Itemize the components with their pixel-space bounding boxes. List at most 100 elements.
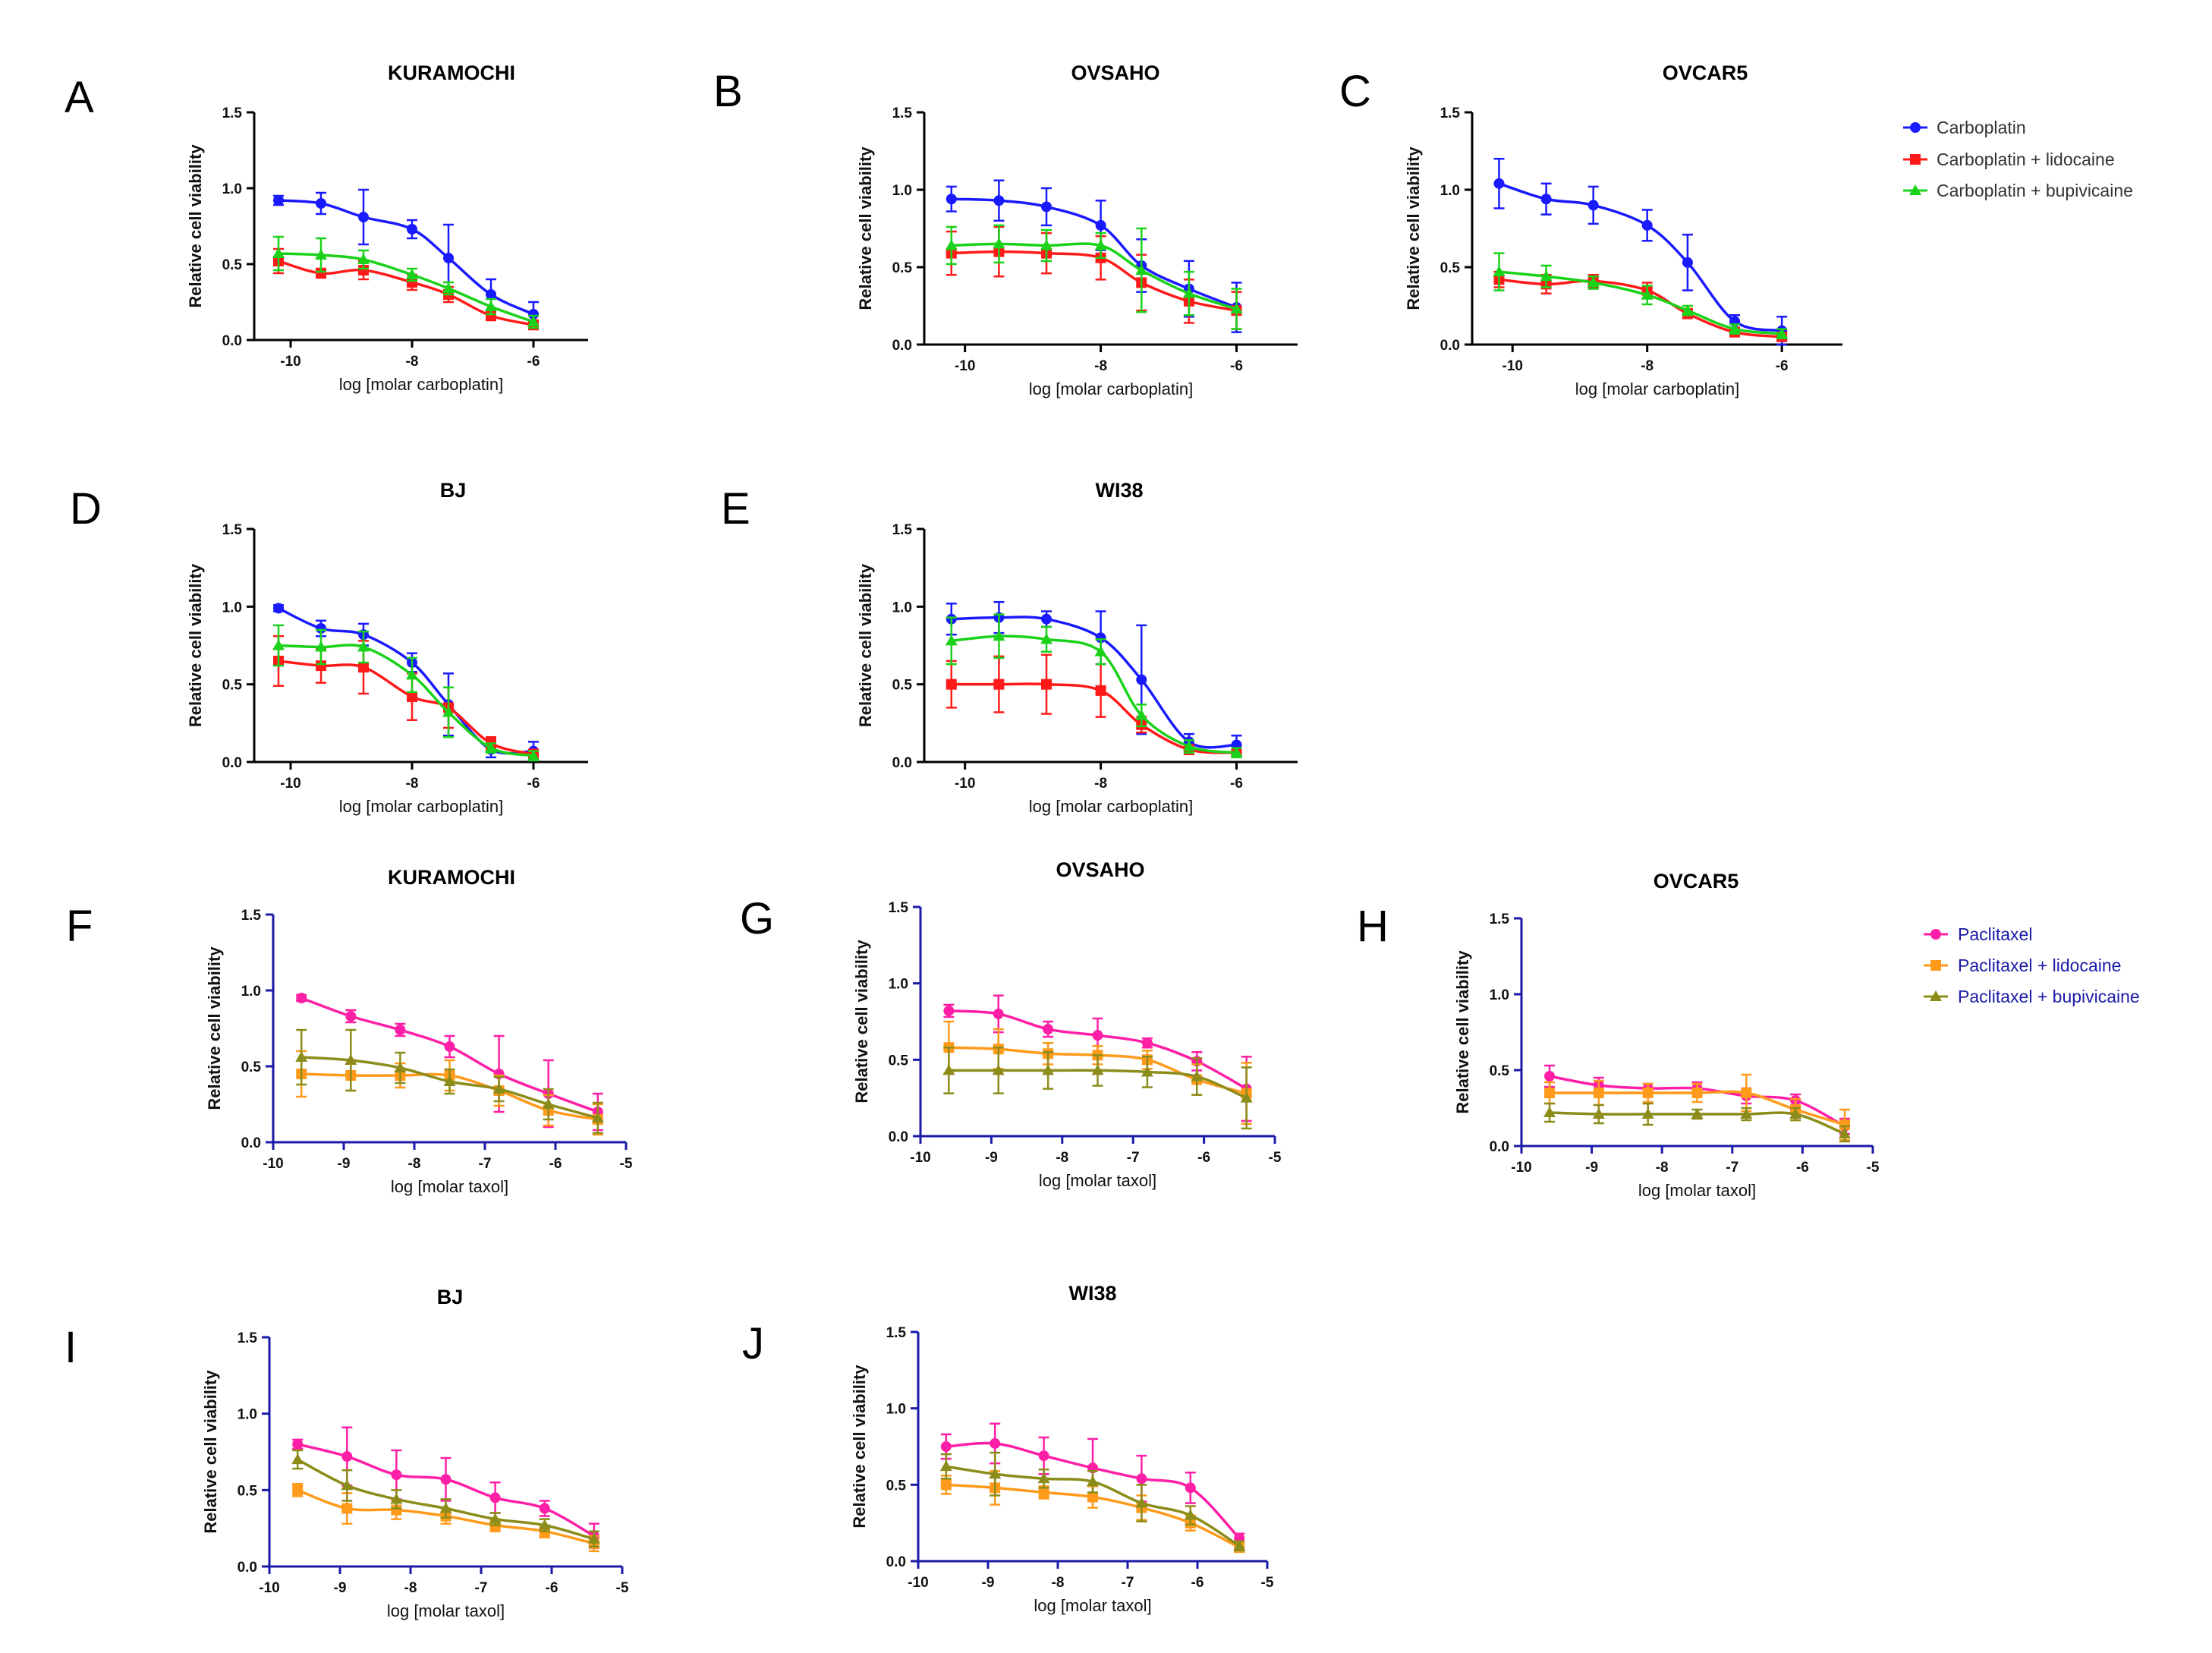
chart-panel-c: C OVCAR5 0.0 0.5 1.0 1.5 -10 -8 -6 log [molar car…: [1339, 61, 1842, 398]
chart-title: OVCAR5: [1653, 870, 1739, 893]
chart-panel-g: G OVSAHO 0.0 0.5 1.0 1.5 -10 -9 -8 -7 -6 -5 log [mol…: [740, 858, 1282, 1190]
chart-panel-a: A KURAMOCHI 0.0 0.5 1.0 1.5 -10 -8 -6 log [molar …: [65, 61, 588, 394]
data-point: [1041, 679, 1053, 690]
x-tick-label: -5: [616, 1580, 629, 1596]
chart-panel-j: J WI38 0.0 0.5 1.0 1.5 -10 -9 -8 -7 -6 -5 log [molar…: [742, 1282, 1274, 1615]
data-point: [341, 1451, 353, 1463]
data-point: [341, 1479, 354, 1491]
y-tick-label: 0.5: [886, 1478, 907, 1494]
x-axis-label: log [molar carboplatin]: [1029, 379, 1193, 398]
series-line: [951, 634, 1237, 754]
data-point: [1041, 613, 1053, 625]
chart-panel-f: F KURAMOCHI 0.0 0.5 1.0 1.5 -10 -9 -8 -7 -6 -5 log […: [66, 866, 633, 1196]
data-point: [946, 679, 957, 690]
data-point: [272, 247, 285, 258]
x-axis-label: log [molar carboplatin]: [339, 375, 503, 394]
data-point: [945, 239, 958, 250]
y-tick-label: 1.0: [241, 984, 261, 1000]
data-point: [1233, 1539, 1246, 1551]
legend-label: Paclitaxel: [1958, 924, 2032, 944]
data-point: [1641, 1108, 1654, 1119]
x-tick-label: -10: [280, 776, 300, 792]
data-point: [1040, 239, 1053, 250]
data-point: [440, 1474, 452, 1485]
y-tick-label: 1.5: [1490, 912, 1510, 927]
y-tick-label: 1.0: [892, 183, 912, 199]
x-tick-label: -7: [479, 1156, 492, 1172]
panel-letter: G: [740, 894, 774, 943]
chart-title: OVSAHO: [1056, 858, 1144, 881]
data-point: [940, 1479, 952, 1491]
data-point: [1091, 1064, 1104, 1075]
data-point: [1136, 674, 1147, 685]
x-tick-label: -8: [1052, 1575, 1065, 1591]
y-tick-label: 1.0: [1490, 987, 1509, 1003]
data-point: [390, 1493, 403, 1504]
data-point: [993, 238, 1005, 249]
data-point: [316, 622, 326, 634]
data-point: [442, 282, 455, 293]
data-point: [291, 1453, 304, 1465]
x-tick-label: -6: [1230, 358, 1243, 374]
y-tick-label: 0.5: [1490, 1063, 1510, 1079]
data-point: [990, 1437, 1001, 1449]
data-point: [1544, 1071, 1556, 1082]
data-point: [1095, 685, 1106, 696]
y-tick-label: 1.5: [222, 105, 243, 121]
legend-marker-triangle: [1930, 990, 1942, 1001]
data-point: [1740, 1108, 1753, 1119]
x-tick-label: -9: [1585, 1160, 1598, 1176]
data-point: [1041, 201, 1053, 213]
data-point: [528, 309, 539, 320]
data-point: [1136, 1473, 1147, 1485]
series-paclitaxel-bupivicaine: [291, 1449, 600, 1548]
y-tick-label: 0.0: [892, 755, 912, 771]
series-carboplatin-bupivicaine: [272, 624, 540, 762]
data-point: [945, 634, 958, 646]
series-carboplatin-bupivicaine: [1493, 252, 1789, 340]
data-point: [1095, 632, 1106, 644]
data-point: [1540, 270, 1553, 282]
data-point: [1682, 257, 1693, 268]
data-point: [1593, 1088, 1604, 1098]
data-point: [443, 1075, 456, 1086]
legend-marker-square: [1910, 154, 1921, 165]
data-point: [1544, 1088, 1556, 1098]
data-point: [345, 1011, 357, 1022]
y-tick-label: 0.0: [1440, 338, 1460, 354]
y-tick-label: 0.0: [222, 755, 242, 771]
y-tick-label: 1.5: [889, 900, 909, 916]
chart-title: OVSAHO: [1071, 61, 1159, 84]
panel-letter: F: [66, 902, 93, 951]
panel-letter: J: [742, 1319, 764, 1368]
data-point: [1087, 1475, 1099, 1487]
data-point: [273, 603, 284, 614]
series-line: [1498, 182, 1783, 332]
y-tick-label: 1.0: [222, 181, 242, 197]
legend-marker-circle: [1910, 122, 1921, 133]
data-point: [444, 1041, 455, 1052]
panel-letter: H: [1357, 902, 1389, 951]
data-point: [1182, 740, 1195, 751]
x-tick-label: -10: [1511, 1160, 1531, 1176]
chart-title: BJ: [440, 479, 467, 502]
y-tick-label: 1.0: [886, 1402, 906, 1418]
data-point: [486, 310, 496, 321]
x-tick-label: -6: [527, 354, 540, 370]
panel-letter: D: [70, 484, 102, 534]
y-tick-label: 0.0: [1490, 1139, 1509, 1155]
y-tick-label: 0.5: [238, 1483, 258, 1499]
x-tick-label: -10: [280, 354, 300, 370]
data-point: [1641, 219, 1653, 231]
x-tick-label: -9: [334, 1580, 347, 1596]
data-point: [316, 660, 326, 672]
x-tick-label: -5: [1269, 1150, 1282, 1166]
data-point: [394, 1062, 407, 1072]
x-tick-label: -10: [259, 1580, 279, 1596]
data-point: [1191, 1070, 1204, 1082]
series-carboplatin: [273, 603, 539, 762]
data-point: [1776, 327, 1789, 338]
legend-label: Paclitaxel + lidocaine: [1958, 956, 2121, 975]
x-tick-label: -10: [263, 1156, 283, 1172]
series-carboplatin-lidocaine: [946, 225, 1242, 330]
